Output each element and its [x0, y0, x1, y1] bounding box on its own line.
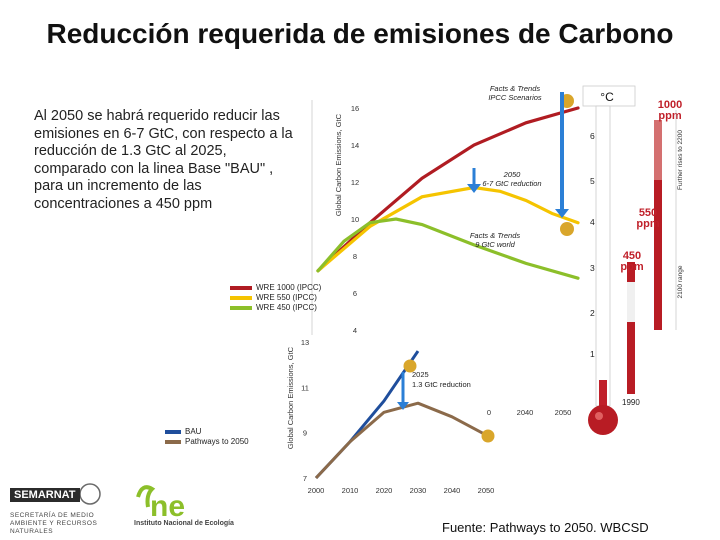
bar-label-further-rises: Further rises to 2200: [677, 130, 684, 190]
partial-x-tick-label: 2050: [555, 408, 572, 417]
series-end-marker: [560, 222, 574, 236]
lower-y-tick-label: 7: [303, 474, 307, 483]
ppm-unit-label: ppm: [658, 110, 681, 122]
upper-y-tick-label: 8: [353, 252, 357, 261]
page-title: Reducción requerida de emisiones de Carb…: [46, 18, 674, 49]
legend-swatch: [165, 430, 181, 434]
legend-label: WRE 550 (IPCC): [256, 293, 317, 302]
bar-label-2100-range: 2100 range: [677, 265, 684, 298]
ppm-unit-label: ppm: [620, 261, 643, 273]
upper-y-tick-label: 12: [351, 178, 359, 187]
temperature-scale-label: 2 -: [590, 308, 600, 318]
ppm-bar-1000-range: [654, 180, 662, 330]
thermometer-bulb-highlight: [595, 412, 603, 420]
ine-logo-mark: [136, 485, 156, 508]
legend-label: BAU: [185, 427, 202, 436]
ppm-bar-450: [627, 262, 635, 394]
upper-y-tick-label: 10: [351, 215, 359, 224]
annotation-text: 2050: [503, 170, 522, 179]
temperature-scale-label: 6 -: [590, 131, 600, 141]
lower-x-tick-label: 2050: [478, 486, 495, 495]
legend-label: WRE 450 (IPCC): [256, 303, 317, 312]
lower-x-tick-label: 2040: [444, 486, 461, 495]
annotation-text: IPCC Scenarios: [488, 93, 542, 102]
arrow-head-icon: [555, 209, 569, 218]
legend-label: Pathways to 2050: [185, 437, 249, 446]
lower-x-tick-label: 2020: [376, 486, 393, 495]
temperature-scale-label: 1 -: [590, 349, 600, 359]
upper-y-tick-label: 16: [351, 104, 359, 113]
lower-y-axis-label: Global Carbon Emissions, GtC: [286, 346, 295, 449]
temperature-scale-label: 4 -: [590, 217, 600, 227]
eagle-seal-icon: [79, 483, 101, 505]
unit-label: °C: [600, 90, 614, 104]
annotation-text: Facts & Trends: [470, 231, 521, 240]
semarnat-logo: SEMARNAT: [10, 488, 80, 502]
ine-logo-letters: ne: [150, 490, 185, 523]
series-end-marker: [481, 429, 495, 443]
legend-label: WRE 1000 (IPCC): [256, 283, 322, 292]
semarnat-emblem: [79, 483, 101, 505]
thermometer-bulb: [588, 405, 618, 435]
ppm-bar-450-light: [627, 282, 635, 322]
year-label: 1990: [622, 398, 640, 407]
lower-x-tick-label: 2030: [410, 486, 427, 495]
series-line-bau: [314, 350, 420, 480]
arrow-head-icon: [397, 402, 409, 410]
description-text: Al 2050 se habrá requerido reducir las e…: [34, 108, 293, 212]
annotation-text: 1.3 GtC reduction: [412, 380, 471, 389]
annotation-text: 2025: [412, 370, 429, 379]
source-caption: Fuente: Pathways to 2050. WBCSD: [442, 520, 649, 535]
series-line-wre550: [316, 185, 580, 273]
thermometer-panel: °C6 -5 -4 -3 -2 -1 -19901000ppm550ppm450…: [487, 85, 684, 435]
thermometer-tube: [595, 105, 611, 407]
series-line-wre450: [316, 217, 580, 280]
ppm-unit-label: ppm: [636, 218, 659, 230]
legend-swatch: [165, 440, 181, 444]
upper-y-tick-label: 14: [351, 141, 359, 150]
temperature-scale-label: 3 -: [590, 263, 600, 273]
series-line-wre1000: [316, 106, 580, 273]
upper-y-tick-label: 4: [353, 326, 357, 335]
legend-swatch: [230, 286, 252, 290]
semarnat-subtitle: SECRETARÍA DE MEDIO AMBIENTE Y RECURSOS …: [10, 512, 98, 535]
partial-x-tick-label: 2040: [517, 408, 534, 417]
ppm-value-label: 450: [623, 250, 641, 262]
annotation-text: 6-7 GtC reduction: [482, 179, 541, 188]
lower-x-tick-label: 2000: [308, 486, 325, 495]
ine-logo-text: Instituto Nacional de Ecología: [134, 520, 234, 527]
lower-y-tick-label: 9: [303, 429, 307, 438]
lower-y-tick-label: 13: [301, 338, 309, 347]
ppm-value-label: 1000: [658, 99, 682, 111]
upper-chart: Global Carbon Emissions, GtC 16 14 12 10 8 6 4 W…: [230, 84, 580, 335]
legend-swatch: [230, 306, 252, 310]
upper-y-axis-label: Global Carbon Emissions, GtC: [334, 113, 343, 216]
annotation-text: Facts & Trends: [490, 84, 541, 93]
lower-x-tick-label: 2010: [342, 486, 359, 495]
temperature-scale-label: 5 -: [590, 176, 600, 186]
series-line-pathways: [314, 401, 487, 480]
lower-y-tick-label: 11: [301, 383, 309, 392]
annotation-text: 9 GtC world: [475, 240, 515, 249]
ppm-value-label: 550: [639, 207, 657, 219]
arrow-head-icon: [467, 184, 481, 193]
ine-logo: ne: [136, 485, 185, 523]
thermometer-fill: [599, 380, 607, 410]
partial-x-tick-label: 0: [487, 408, 491, 417]
legend-swatch: [230, 296, 252, 300]
upper-y-tick-label: 6: [353, 289, 357, 298]
series-end-marker: [403, 359, 417, 373]
